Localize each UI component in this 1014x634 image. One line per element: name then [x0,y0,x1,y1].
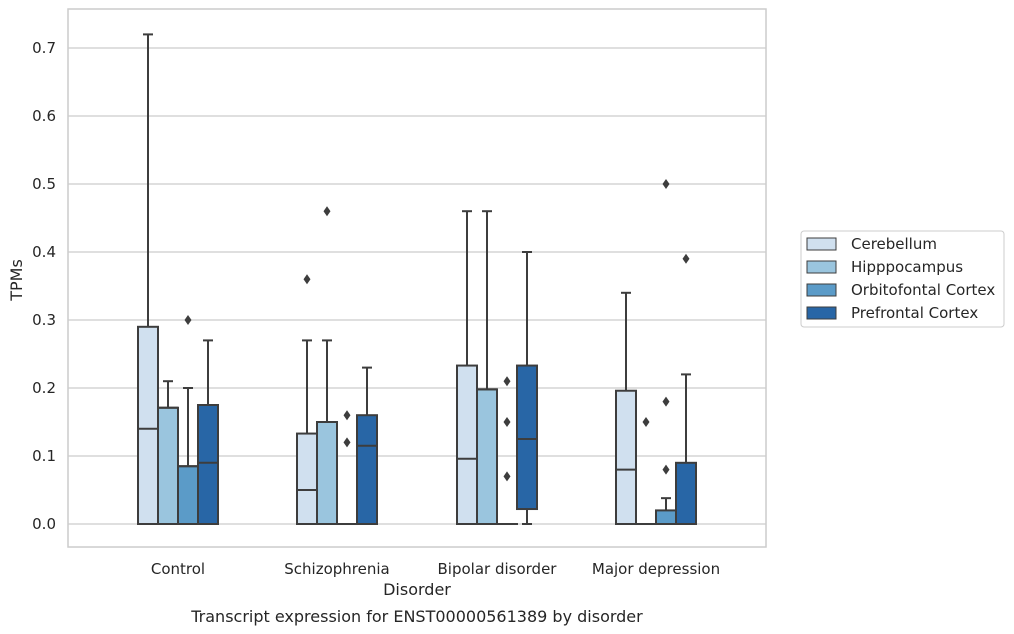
legend-label: Prefrontal Cortex [851,304,978,322]
outlier-point [503,376,511,387]
box-body [197,404,219,525]
y-tick-label: 0.7 [32,39,56,57]
box-prefrontal-cortex [675,253,697,525]
box-body [615,389,637,525]
legend-swatch [806,306,837,320]
box-body [316,421,338,525]
chart-caption: Transcript expression for ENST0000056138… [190,607,643,626]
legend-frame [800,230,1005,328]
x-tick-label: Major depression [592,560,720,578]
x-tick-label: Schizophrenia [284,560,389,578]
plot-area-frame [67,8,767,548]
outlier-point [184,315,192,325]
outlier-point [682,253,690,264]
box-orbitofontal-cortex [496,376,518,526]
box-cerebellum [615,291,637,525]
outlier-point [662,179,670,189]
y-axis-ticks: 0.0 0.1 0.2 0.3 0.4 0.5 0.6 0.7 [32,39,56,533]
legend-items: Cerebellum Hipppocampus Orbitofontal Corte… [806,235,995,322]
box-hipppocampus [316,206,338,525]
y-tick-label: 0.1 [32,447,56,465]
outlier-point [503,417,511,427]
y-tick-label: 0.6 [32,107,56,125]
legend-swatch [806,237,837,251]
outlier-point [323,206,331,217]
y-tick-label: 0.5 [32,175,56,193]
box-body [456,364,478,525]
outlier-point [303,274,311,285]
box-body [157,406,179,525]
box-body [675,461,697,525]
legend-swatch [806,260,837,274]
legend-label: Cerebellum [851,235,937,253]
box-body [356,414,378,526]
outlier-point [343,410,351,421]
outlier-point [343,437,351,448]
box-hipppocampus [635,417,657,526]
box-cerebellum [296,274,318,525]
box-cerebellum [137,33,159,525]
legend-swatch [806,283,837,297]
x-axis-label: Disorder [383,580,451,599]
legend-label: Hipppocampus [851,258,963,276]
box-body [296,432,318,525]
box-body [476,388,498,525]
x-axis-ticks: Control Schizophrenia Bipolar disorder Majo… [151,560,720,578]
outlier-point [662,464,670,475]
box-prefrontal-cortex [197,339,219,525]
box-orbitofontal-cortex [177,315,199,526]
y-axis-label: TPMs [7,259,26,302]
x-tick-label: Bipolar disorder [438,560,558,578]
outlier-point [642,417,650,427]
box-body [137,325,159,525]
box-prefrontal-cortex [356,366,378,526]
outlier-point [662,396,670,407]
box-body [655,509,677,525]
box-orbitofontal-cortex [336,410,358,526]
boxes-layer [137,33,697,526]
box-hipppocampus [157,380,179,525]
outlier-point [503,471,511,482]
box-prefrontal-cortex [516,251,538,525]
box-hipppocampus [476,210,498,525]
y-tick-label: 0.3 [32,311,56,329]
y-tick-label: 0.2 [32,379,56,397]
box-body [177,465,199,526]
box-body [516,364,538,511]
x-tick-label: Control [151,560,205,578]
legend-label: Orbitofontal Cortex [851,281,995,299]
y-tick-label: 0.4 [32,243,56,261]
box-cerebellum [456,210,478,525]
legend: Cerebellum Hipppocampus Orbitofontal Corte… [800,230,1005,328]
box-orbitofontal-cortex [655,179,677,525]
y-tick-label: 0.0 [32,515,56,533]
